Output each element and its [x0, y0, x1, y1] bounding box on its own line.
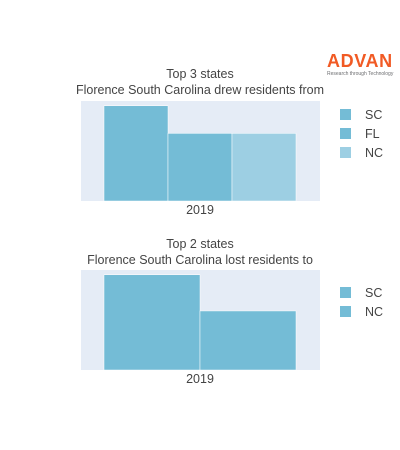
x-tick-label: 2019 [186, 203, 214, 217]
chart-title-line1: Top 2 states [166, 237, 234, 251]
legend-swatch [340, 147, 351, 158]
legend-label: SC [365, 285, 383, 300]
legend-item-nc[interactable]: NC [340, 143, 383, 162]
x-tick-label: 2019 [186, 372, 214, 386]
legend: SC FL NC [340, 105, 383, 162]
legend-item-sc[interactable]: SC [340, 283, 383, 302]
legend-swatch [340, 306, 351, 317]
logo-wordmark: ADVAN [327, 51, 393, 71]
chart-title: Top 2 states Florence South Carolina los… [0, 236, 400, 268]
legend-swatch [340, 128, 351, 139]
bar-sc [103, 105, 169, 202]
legend: SC NC [340, 283, 383, 321]
chart-title-line1: Top 3 states [166, 67, 234, 81]
legend-item-fl[interactable]: FL [340, 124, 383, 143]
chart-drew-from: Top 3 states Florence South Carolina dre… [0, 66, 400, 217]
bar-sc [103, 274, 201, 371]
bar-nc [231, 133, 297, 202]
legend-item-sc[interactable]: SC [340, 105, 383, 124]
legend-swatch [340, 109, 351, 120]
chart-title-line2: Florence South Carolina lost residents t… [87, 253, 313, 267]
chart-title: Top 3 states Florence South Carolina dre… [0, 66, 400, 98]
legend-label: NC [365, 304, 384, 319]
legend-label: FL [365, 126, 380, 141]
bar-fl [167, 133, 233, 202]
legend-label: NC [365, 145, 384, 160]
bar-nc [199, 310, 297, 371]
plot-area [81, 101, 320, 202]
legend-label: SC [365, 107, 383, 122]
chart-title-line2: Florence South Carolina drew residents f… [75, 83, 325, 97]
advan-logo: ADVAN Research through Technology [327, 52, 397, 77]
legend-item-nc[interactable]: NC [340, 302, 383, 321]
logo-tagline: Research through Technology [327, 71, 394, 77]
legend-swatch [340, 287, 351, 298]
